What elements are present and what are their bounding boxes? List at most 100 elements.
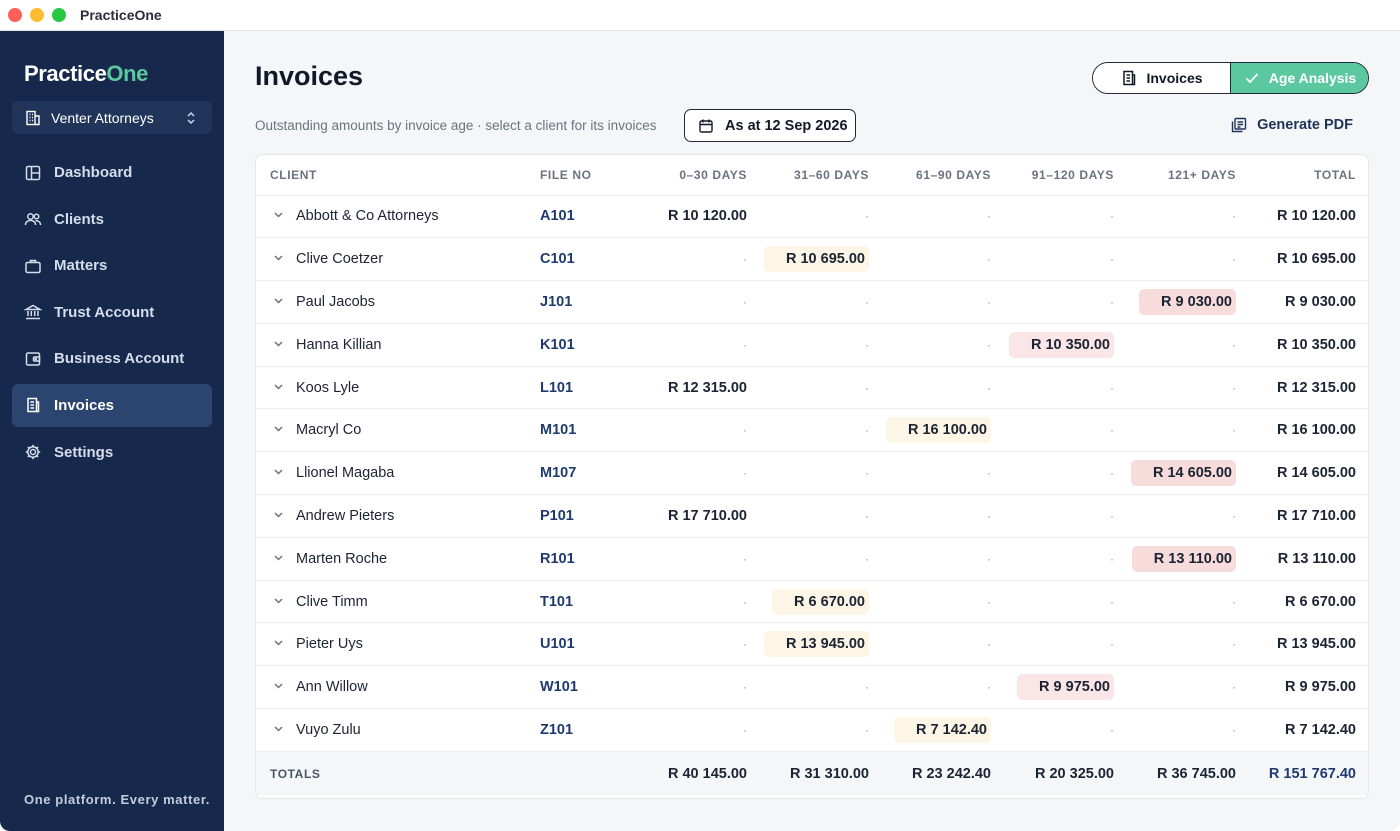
client-cell[interactable]: Macryl Co [256,408,526,453]
row-total: R 10 695.00 [1250,237,1368,282]
chevron-down-icon[interactable] [270,552,286,566]
chevron-down-icon[interactable] [270,723,286,737]
file-number-link[interactable]: A101 [526,195,631,239]
file-number-link[interactable]: C101 [526,237,631,282]
brand-accent: One [106,61,149,86]
client-cell[interactable]: Andrew Pieters [256,494,526,538]
chevron-down-icon[interactable] [270,381,286,395]
column-header-61-90-days[interactable]: 61–90 DAYS [883,155,1005,196]
client-cell[interactable]: Ann Willow [256,665,526,710]
client-name: Marten Roche [296,550,388,567]
file-number-link[interactable]: R101 [526,537,631,581]
table-row[interactable]: Koos Lyle L101 R 12 315.00 · · · · R 12 315.00 [256,366,1368,410]
table-row[interactable]: Pieter Uys U101 · R 13 945.00 · · · R 13 945.00 [256,622,1368,667]
minimize-window-button[interactable] [30,8,44,22]
client-cell[interactable]: Pieter Uys [256,622,526,667]
sidebar-item-invoices[interactable]: Invoices [12,383,212,427]
empty-121-plus-days: · [1128,366,1250,410]
file-number-link[interactable]: P101 [526,494,631,538]
client-cell[interactable]: Hanna Killian [256,323,526,367]
column-header-121-plus-days[interactable]: 121+ DAYS [1128,155,1250,196]
toggle-invoices-button[interactable]: Invoices [1093,63,1231,93]
empty-61-90-days: · [883,195,1005,239]
column-header-91-120-days[interactable]: 91–120 DAYS [1005,155,1128,196]
table-row[interactable]: Vuyo Zulu Z101 · · R 7 142.40 · · R 7 142.40 [256,708,1368,752]
chevron-down-icon[interactable] [270,466,286,480]
chevron-down-icon[interactable] [270,680,286,694]
toggle-age-analysis-button[interactable]: Age Analysis [1231,63,1368,93]
client-cell[interactable]: Clive Coetzer [256,237,526,282]
file-number-link[interactable]: M101 [526,408,631,453]
table-row[interactable]: Hanna Killian K101 · · · R 10 350.00 · R 10 350… [256,323,1368,367]
column-header-file-no[interactable]: FILE NO [526,155,631,196]
table-row[interactable]: Andrew Pieters P101 R 17 710.00 · · · · R 17 71… [256,494,1368,538]
file-number-link[interactable]: L101 [526,366,631,410]
sidebar-item-settings[interactable]: Settings [12,431,212,474]
row-total: R 9 030.00 [1250,280,1368,324]
file-number-link[interactable]: K101 [526,323,631,367]
total-91-120-days: R 20 325.00 [1005,751,1128,796]
toggle-invoices-label: Invoices [1146,70,1203,86]
client-cell[interactable]: Vuyo Zulu [256,708,526,752]
table-row[interactable]: Ann Willow W101 · · · R 9 975.00 · R 9 975.00 [256,665,1368,710]
empty-121-plus-days: · [1128,580,1250,624]
sidebar-item-clients[interactable]: Clients [12,198,212,241]
table-row[interactable]: Clive Coetzer C101 · R 10 695.00 · · · R 10 695… [256,237,1368,282]
chevron-down-icon[interactable] [270,595,286,609]
column-header-client[interactable]: CLIENT [256,155,526,196]
table-row[interactable]: Marten Roche R101 · · · · R 13 110.00 R 13 110.… [256,537,1368,581]
as-at-date-label: As at 12 Sep 2026 [725,117,848,134]
file-number-link[interactable]: M107 [526,451,631,496]
chevron-down-icon[interactable] [270,295,286,309]
organization-selector[interactable]: Venter Attorneys [12,101,212,134]
sidebar-item-trust-account[interactable]: Trust Account [12,291,212,334]
column-header-total[interactable]: TOTAL [1250,155,1368,196]
file-number-link[interactable]: Z101 [526,708,631,752]
row-total: R 13 110.00 [1250,537,1368,581]
sidebar-item-dashboard[interactable]: Dashboard [12,151,212,194]
empty-0-30-days: · [631,665,761,710]
window-title: PracticeOne [80,7,162,23]
totals-label: TOTALS [256,751,526,796]
chevron-down-icon[interactable] [270,252,286,266]
table-row[interactable]: Paul Jacobs J101 · · · · R 9 030.00 R 9 030.00 [256,280,1368,324]
client-cell[interactable]: Marten Roche [256,537,526,581]
maximize-window-button[interactable] [52,8,66,22]
table-row[interactable]: Clive Timm T101 · R 6 670.00 · · · R 6 670.00 [256,580,1368,624]
column-header-0-30-days[interactable]: 0–30 DAYS [631,155,761,196]
sidebar-item-business-account[interactable]: Business Account [12,337,212,380]
generate-pdf-button[interactable]: Generate PDF [1230,116,1353,134]
empty-0-30-days: · [631,708,761,752]
client-cell[interactable]: Clive Timm [256,580,526,624]
client-cell[interactable]: Llionel Magaba [256,451,526,496]
table-row[interactable]: Macryl Co M101 · · R 16 100.00 · · R 16 100.00 [256,408,1368,453]
file-number-link[interactable]: J101 [526,280,631,324]
chevron-down-icon[interactable] [270,209,286,223]
sidebar-item-matters[interactable]: Matters [12,244,212,287]
table-row[interactable]: Abbott & Co Attorneys A101 R 10 120.00 · · · ·… [256,195,1368,239]
amount-0-30-days: R 17 710.00 [631,494,761,538]
empty-91-120-days: · [1005,708,1128,752]
empty-31-60-days: · [761,366,883,410]
brand-main: Practice [24,61,107,86]
chevron-down-icon[interactable] [270,423,286,437]
table-row[interactable]: Llionel Magaba M107 · · · · R 14 605.00 R 14 60… [256,451,1368,496]
chevron-down-icon[interactable] [270,338,286,352]
grand-total: R 151 767.40 [1250,751,1368,796]
wallet-icon [24,350,42,368]
chevron-down-icon[interactable] [270,637,286,651]
chevron-down-icon[interactable] [270,509,286,523]
empty-31-60-days: · [761,451,883,496]
client-cell[interactable]: Abbott & Co Attorneys [256,195,526,239]
client-cell[interactable]: Koos Lyle [256,366,526,410]
as-at-date-picker[interactable]: As at 12 Sep 2026 [684,109,856,142]
file-number-link[interactable]: U101 [526,622,631,667]
file-number-link[interactable]: W101 [526,665,631,710]
file-number-link[interactable]: T101 [526,580,631,624]
amount-value: R 17 710.00 [667,507,747,524]
client-name: Abbott & Co Attorneys [296,208,439,225]
client-cell[interactable]: Paul Jacobs [256,280,526,324]
column-header-31-60-days[interactable]: 31–60 DAYS [761,155,883,196]
close-window-button[interactable] [8,8,22,22]
empty-0-30-days: · [631,537,761,581]
